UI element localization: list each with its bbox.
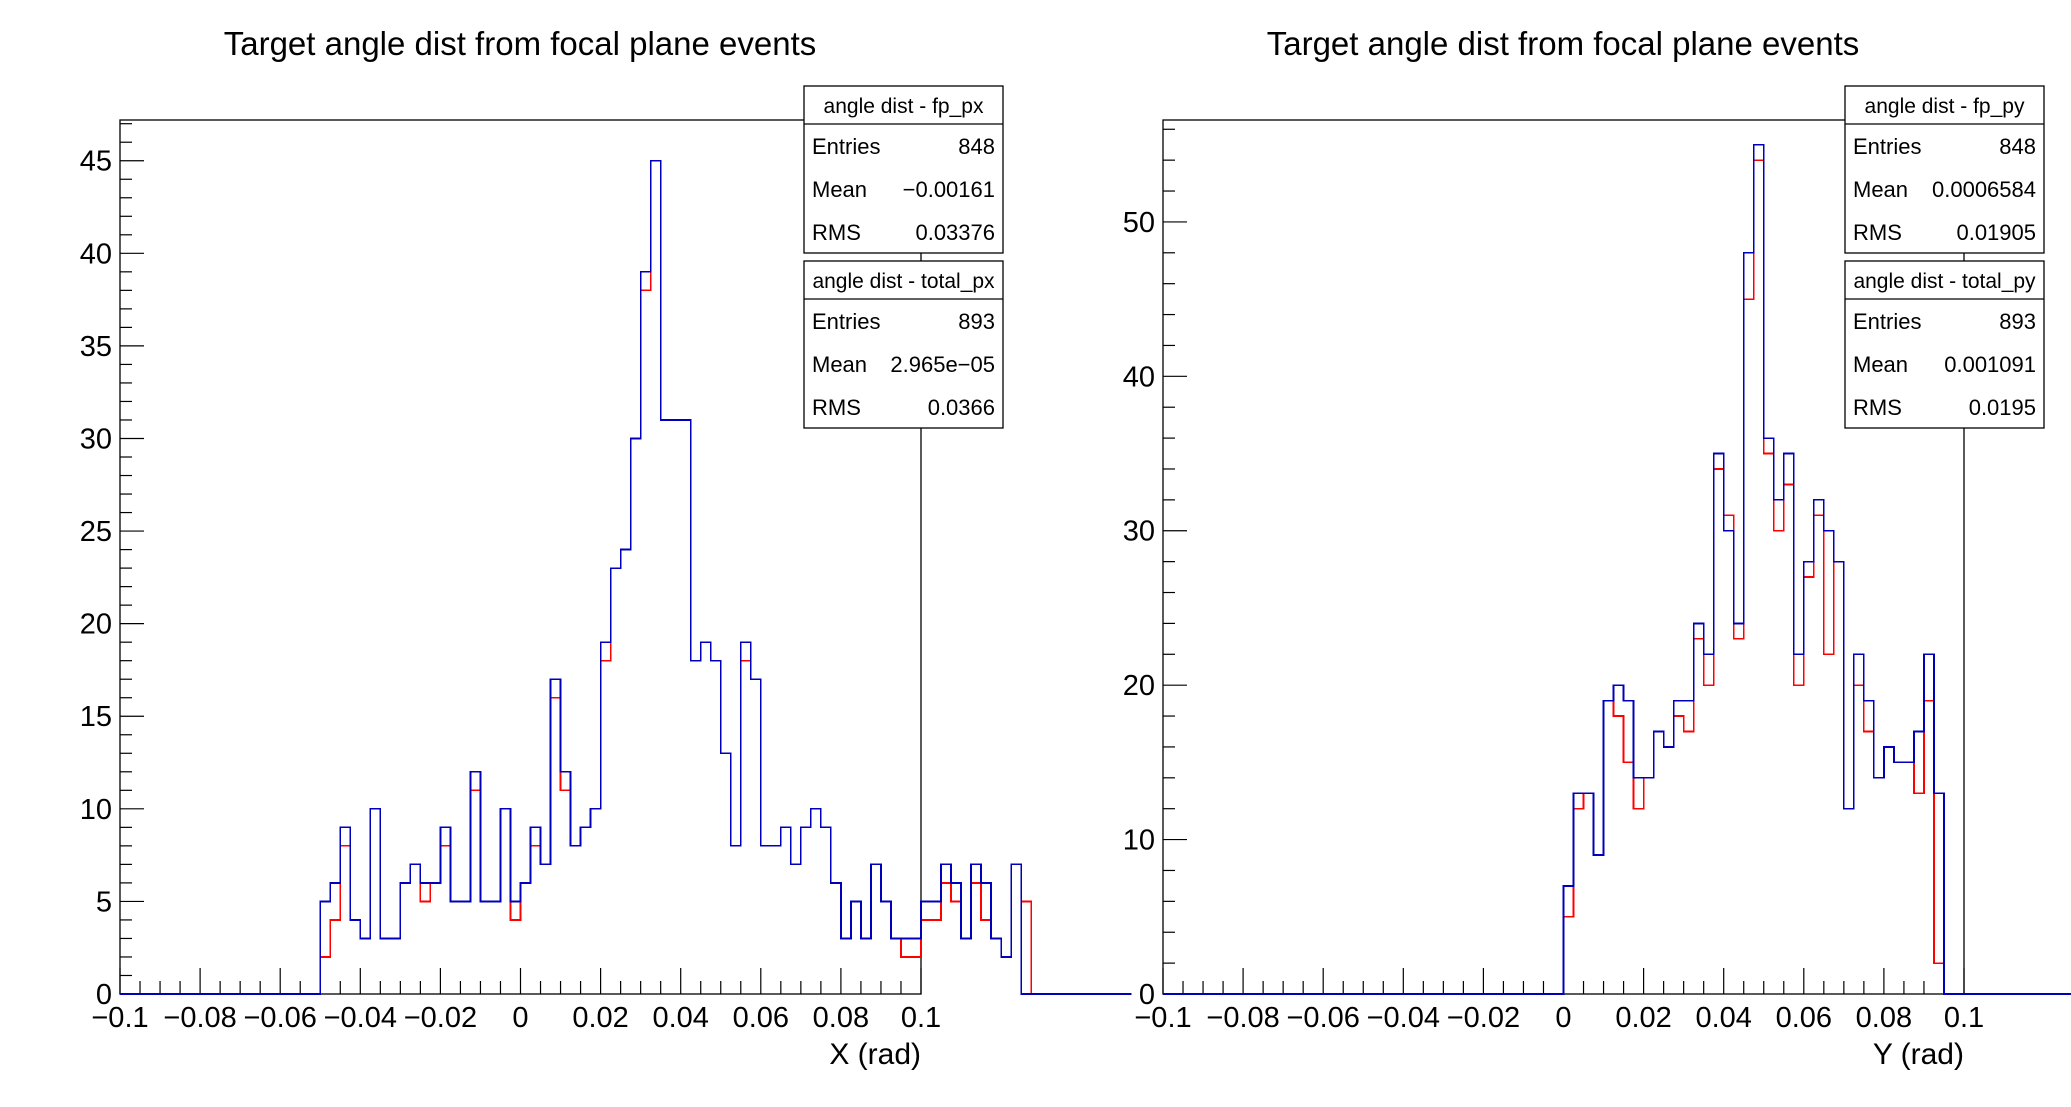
x-tick-label: −0.1: [91, 1002, 148, 1034]
stats-box-title: angle dist - total_px: [812, 270, 995, 293]
y-tick-label: 35: [80, 331, 112, 363]
x-tick-label: −0.02: [1447, 1002, 1520, 1034]
stats-label: Mean: [812, 177, 867, 202]
stats-value: 0.0006584: [1932, 177, 2036, 202]
x-tick-label: −0.06: [1287, 1002, 1360, 1034]
stats-box-title: angle dist - total_py: [1853, 270, 2036, 293]
y-tick-label: 20: [80, 609, 112, 641]
x-tick-label: −0.06: [244, 1002, 317, 1034]
x-tick-label: 0.08: [813, 1002, 869, 1034]
y-tick-label: 50: [1123, 207, 1155, 239]
stats-value: 2.965e−05: [890, 352, 995, 377]
stats-value: 848: [1999, 134, 2036, 159]
stats-value: 0.001091: [1944, 352, 2036, 377]
stats-label: RMS: [812, 395, 861, 420]
stats-box-title: angle dist - fp_py: [1865, 95, 2025, 118]
stats-label: RMS: [1853, 220, 1902, 245]
x-tick-label: 0.06: [733, 1002, 789, 1034]
x-tick-label: 0.1: [1944, 1002, 1984, 1034]
stats-label: Entries: [1853, 309, 1921, 334]
y-tick-label: 40: [80, 238, 112, 270]
x-axis-label: Y (rad): [1873, 1038, 1964, 1071]
stats-box-frame: [1844, 260, 2045, 429]
x-tick-label: −0.08: [1206, 1002, 1279, 1034]
stats-label: RMS: [812, 220, 861, 245]
chart-title: Target angle dist from focal plane event…: [1267, 25, 1860, 62]
stats-value: 0.03376: [915, 220, 995, 245]
stats-box-fp: angle dist - fp_py Entries 848 Mean 0.000658…: [1844, 85, 2045, 254]
stats-value: 848: [958, 134, 995, 159]
stats-label: RMS: [1853, 395, 1902, 420]
stats-label: Entries: [1853, 134, 1921, 159]
y-tick-label: 25: [80, 516, 112, 548]
plot-frame: [1162, 119, 1965, 995]
y-tick-label: 10: [1123, 825, 1155, 857]
x-tick-label: 0: [1555, 1002, 1571, 1034]
right-histogram-panel: Target angle dist from focal plane event…: [1123, 25, 2071, 1071]
stats-value: 0.0195: [1969, 395, 2036, 420]
x-tick-label: 0.06: [1776, 1002, 1832, 1034]
x-tick-label: 0.08: [1856, 1002, 1912, 1034]
stats-label: Entries: [812, 134, 880, 159]
stats-label: Mean: [1853, 352, 1908, 377]
left-histogram-panel: Target angle dist from focal plane event…: [80, 25, 1132, 1071]
stats-value: 893: [1999, 309, 2036, 334]
stats-value: 0.01905: [1956, 220, 2036, 245]
x-tick-label: 0: [512, 1002, 528, 1034]
y-tick-label: 15: [80, 701, 112, 733]
stats-label: Mean: [1853, 177, 1908, 202]
y-tick-label: 30: [80, 423, 112, 455]
y-tick-label: 20: [1123, 670, 1155, 702]
x-tick-label: −0.04: [1367, 1002, 1440, 1034]
stats-label: Entries: [812, 309, 880, 334]
x-tick-label: −0.04: [324, 1002, 397, 1034]
y-tick-label: 5: [96, 886, 112, 918]
histogram-series-total: [1163, 143, 2071, 995]
y-tick-label: 10: [80, 794, 112, 826]
stats-label: Mean: [812, 352, 867, 377]
histogram-series-total: [120, 159, 1132, 995]
stats-value: 893: [958, 309, 995, 334]
y-tick-label: 40: [1123, 361, 1155, 393]
x-tick-label: 0.02: [572, 1002, 628, 1034]
x-tick-label: −0.02: [404, 1002, 477, 1034]
stats-box-title: angle dist - fp_px: [824, 95, 984, 118]
stats-box-total: angle dist - total_px Entries 893 Mean 2.965…: [803, 260, 1004, 429]
x-tick-label: 0.02: [1615, 1002, 1671, 1034]
x-tick-label: −0.1: [1134, 1002, 1191, 1034]
y-tick-label: 30: [1123, 516, 1155, 548]
stats-box-total: angle dist - total_py Entries 893 Mean 0.001…: [1844, 260, 2045, 429]
chart-title: Target angle dist from focal plane event…: [224, 25, 817, 62]
y-tick-label: 45: [80, 146, 112, 178]
x-tick-label: 0.04: [652, 1002, 708, 1034]
stats-box-fp: angle dist - fp_px Entries 848 Mean −0.00161…: [803, 85, 1004, 254]
y-tick-label: 0: [96, 979, 112, 1011]
stats-box-frame: [1844, 85, 2045, 254]
stats-box-frame: [803, 260, 1004, 429]
stats-value: 0.0366: [928, 395, 995, 420]
x-axis-label: X (rad): [829, 1038, 921, 1071]
y-tick-label: 0: [1139, 979, 1155, 1011]
x-tick-label: 0.04: [1695, 1002, 1751, 1034]
stats-value: −0.00161: [903, 177, 995, 202]
stats-box-frame: [803, 85, 1004, 254]
x-tick-label: 0.1: [901, 1002, 941, 1034]
x-tick-label: −0.08: [163, 1002, 236, 1034]
